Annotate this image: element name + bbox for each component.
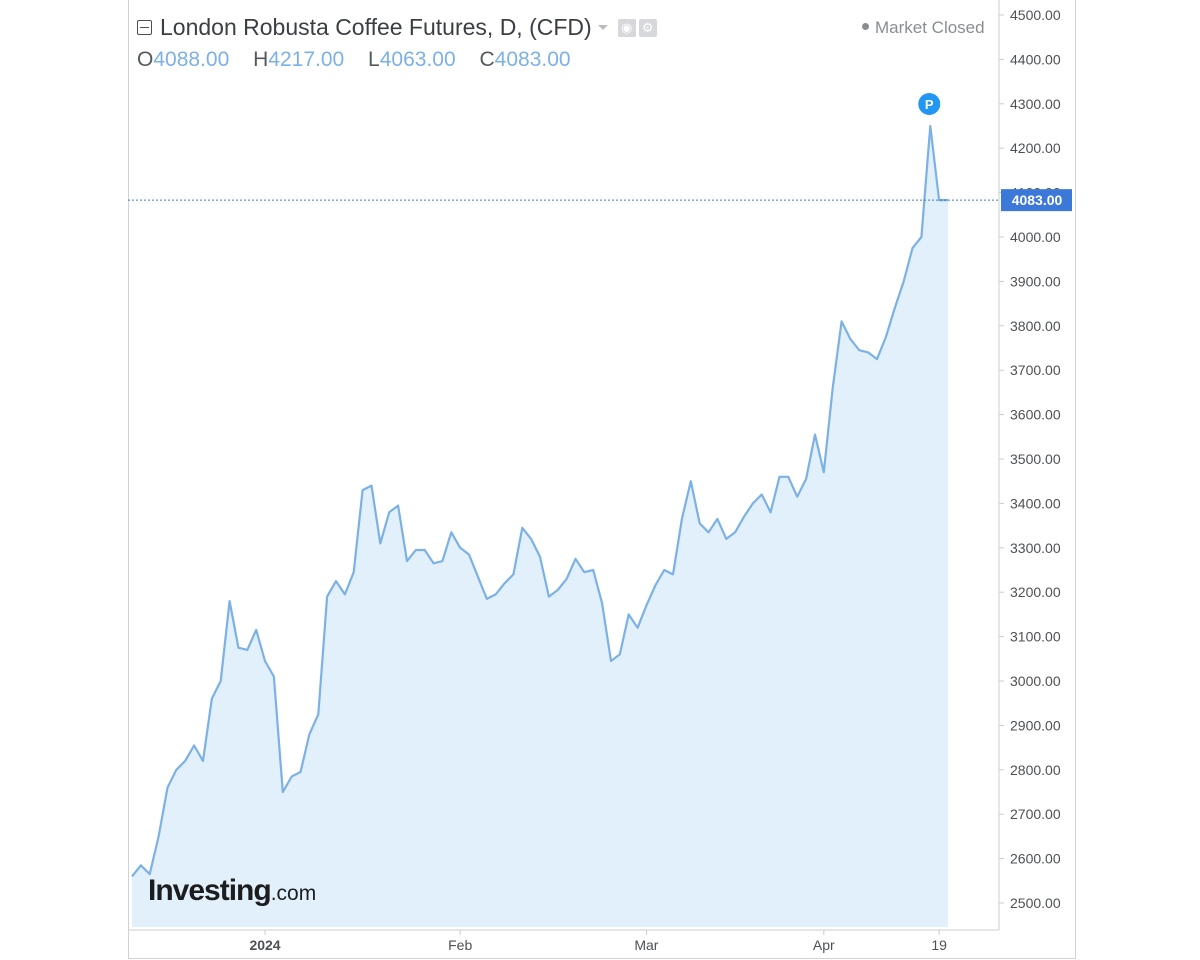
y-tick-label: 2800.00 xyxy=(1010,762,1061,778)
y-tick-label: 3800.00 xyxy=(1010,318,1061,334)
low-label: L xyxy=(368,48,380,71)
x-tick-label: 2024 xyxy=(249,937,280,953)
x-axis[interactable]: 2024 Feb Mar Apr 19 xyxy=(249,930,947,953)
y-tick-label: 4300.00 xyxy=(1010,96,1061,112)
x-tick-label: Apr xyxy=(813,937,835,953)
market-status-text: Market Closed xyxy=(875,18,985,37)
p-marker-circle xyxy=(918,93,941,115)
dropdown-icon[interactable] xyxy=(597,25,608,30)
x-tick-label: Mar xyxy=(634,937,658,953)
x-tick-label: 19 xyxy=(931,937,947,953)
y-tick-label: 4200.00 xyxy=(1010,140,1061,156)
y-tick-label: 2500.00 xyxy=(1010,895,1061,911)
overlay-layer: 4083.00 P xyxy=(128,93,1072,212)
high-label: H xyxy=(253,48,269,71)
status-dot-icon xyxy=(862,23,869,31)
eye-icon[interactable]: ◉ xyxy=(617,18,636,37)
logo-brand: Investing xyxy=(148,874,272,907)
y-tick-label: 2700.00 xyxy=(1010,806,1061,822)
y-tick-label: 3500.00 xyxy=(1010,451,1061,467)
y-axis[interactable]: 2500.00 2600.00 2700.00 2800.00 2900.00 3000.… xyxy=(999,7,1061,911)
y-tick-label: 3100.00 xyxy=(1010,629,1061,645)
close-label: C xyxy=(479,48,495,71)
p-marker-label: P xyxy=(925,97,934,112)
y-tick-label: 2900.00 xyxy=(1010,717,1061,733)
y-tick-label: 4500.00 xyxy=(1010,7,1061,23)
collapse-icon[interactable] xyxy=(137,20,152,35)
last-price-label: 4083.00 xyxy=(1012,192,1063,208)
y-tick-label: 2600.00 xyxy=(1010,851,1061,867)
y-tick-label: 3300.00 xyxy=(1010,540,1061,556)
y-tick-label: 3700.00 xyxy=(1010,362,1061,378)
low-value: 4063.00 xyxy=(379,48,456,71)
y-tick-label: 4000.00 xyxy=(1010,229,1061,245)
ohlc-readout: O4088.00 H4217.00 L4063.00 C4083.00 xyxy=(137,48,589,72)
open-value: 4088.00 xyxy=(153,48,230,71)
high-value: 4217.00 xyxy=(268,48,345,71)
logo-suffix: .com xyxy=(270,882,317,905)
last-price-tag xyxy=(1001,189,1072,212)
y-tick-label: 3900.00 xyxy=(1010,273,1061,289)
p-marker[interactable]: P xyxy=(918,93,941,115)
series-layer xyxy=(131,124,948,927)
gear-icon[interactable]: ⚙ xyxy=(638,18,657,37)
close-value: 4083.00 xyxy=(494,48,571,71)
open-label: O xyxy=(137,48,154,71)
y-tick-label: 3000.00 xyxy=(1010,673,1061,689)
y-tick-label: 3400.00 xyxy=(1010,495,1061,511)
series-area xyxy=(132,126,948,927)
chart-header: London Robusta Coffee Futures, D, (CFD) … xyxy=(137,14,657,41)
chart-title: London Robusta Coffee Futures, D, (CFD) xyxy=(160,14,592,40)
x-tick-label: Feb xyxy=(448,937,472,953)
y-tick-label: 4400.00 xyxy=(1010,51,1061,67)
market-status: Market Closed xyxy=(862,18,985,38)
investing-logo: Investing.com xyxy=(148,874,316,908)
y-tick-label: 3200.00 xyxy=(1010,584,1061,600)
series-line xyxy=(131,124,948,878)
y-tick-label: 3600.00 xyxy=(1010,407,1061,423)
